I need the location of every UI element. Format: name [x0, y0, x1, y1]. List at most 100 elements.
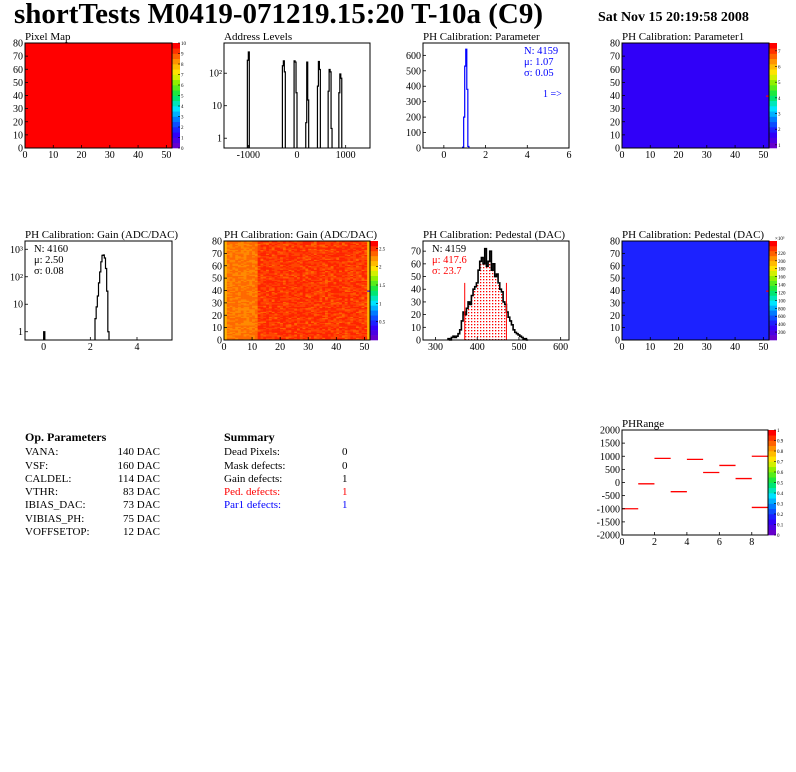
heatmap-cell — [316, 278, 320, 280]
heatmap-cell — [288, 314, 292, 316]
heatmap-cell — [271, 271, 275, 274]
heatmap-cell — [282, 327, 287, 330]
heatmap-cell — [350, 291, 354, 294]
heatmap-cell — [226, 296, 230, 299]
heatmap-cell — [291, 316, 295, 319]
heatmap-cell — [238, 265, 242, 268]
heatmap-cell — [240, 295, 244, 297]
heatmap-cell — [232, 314, 236, 316]
palette-cell — [768, 466, 776, 473]
heatmap-cell — [226, 295, 230, 297]
heatmap-cell — [263, 268, 267, 270]
heatmap-cell — [238, 297, 242, 300]
palette-cell — [768, 451, 776, 457]
x-tick-label: 0 — [222, 342, 227, 353]
heatmap-cell — [224, 268, 228, 270]
heatmap-cell — [325, 258, 329, 260]
heatmap-cell — [367, 285, 371, 288]
heatmap-cell — [319, 258, 323, 260]
timestamp: Sat Nov 15 20:19:58 2008 — [598, 10, 749, 25]
heatmap-cell — [358, 311, 362, 314]
heatmap-cell — [305, 314, 309, 316]
heatmap-cell — [327, 305, 331, 307]
heatmap-cell — [364, 302, 368, 305]
heatmap-cell — [353, 328, 357, 331]
heatmap-cell — [358, 327, 362, 330]
heatmap-cell — [327, 323, 331, 326]
heatmap-cell — [271, 318, 275, 321]
heatmap-cell — [249, 335, 253, 337]
heatmap-cell — [285, 286, 289, 289]
heatmap-cell — [252, 330, 256, 332]
heatmap-cell — [302, 299, 306, 301]
y-tick-label: 10 — [610, 323, 620, 334]
heatmap-cell — [257, 263, 261, 265]
heatmap-cell — [344, 245, 348, 248]
heatmap-cell — [274, 242, 278, 244]
heatmap-cell — [288, 325, 292, 327]
heatmap-cell — [333, 273, 337, 275]
heatmap-cell — [341, 262, 346, 264]
heatmap-cell — [229, 247, 233, 249]
heatmap-cell — [252, 327, 256, 330]
heatmap-cell — [367, 328, 371, 331]
heatmap-cell — [341, 254, 346, 257]
heatmap-cell — [263, 271, 267, 274]
heatmap-cell — [226, 301, 230, 304]
heatmap-cell — [249, 300, 253, 302]
heatmap-cell — [226, 332, 230, 335]
heatmap-cell — [280, 264, 284, 267]
heatmap-cell — [364, 297, 368, 300]
heatmap-cell — [277, 242, 281, 244]
heatmap-cell — [322, 335, 326, 337]
heatmap-cell — [319, 333, 323, 336]
heatmap-cell — [308, 327, 312, 330]
heatmap-cell — [302, 328, 306, 331]
stats-line: μ: 2.50 — [34, 255, 64, 266]
heatmap-cell — [358, 264, 362, 267]
heatmap-cell — [252, 314, 256, 316]
heatmap-cell — [271, 278, 275, 280]
plot-frame — [422, 240, 570, 341]
heatmap-cell — [266, 337, 270, 340]
heatmap-cell — [257, 306, 261, 309]
heatmap-cell — [313, 262, 317, 264]
heatmap-cell — [336, 276, 340, 279]
heatmap-cell — [285, 262, 289, 264]
heatmap-cell — [285, 255, 289, 258]
heatmap-cell — [274, 245, 278, 248]
heatmap-cell — [361, 270, 365, 273]
heatmap-cell — [311, 248, 315, 250]
heatmap-cell — [358, 253, 362, 255]
heatmap-cell — [311, 307, 315, 310]
heatmap-cell — [280, 315, 284, 317]
heatmap-cell — [297, 337, 301, 340]
heatmap-cell — [232, 318, 236, 321]
heatmap-cell — [297, 289, 301, 291]
heatmap-cell — [322, 322, 326, 325]
heatmap-cell — [355, 270, 360, 273]
heatmap-cell — [297, 304, 301, 306]
heatmap-cell — [333, 270, 337, 273]
heatmap-cell — [341, 318, 346, 321]
heatmap-cell — [325, 243, 329, 246]
heatmap-cell — [266, 321, 270, 323]
heatmap-cell — [277, 245, 281, 248]
heatmap-cell — [243, 269, 247, 271]
heatmap-cell — [285, 304, 289, 306]
heatmap-cell — [257, 312, 261, 315]
op-parameters-panel: Op. Parameters VANA: 140 DAC VSF: 160 DAC CA… — [25, 430, 185, 539]
heatmap-cell — [263, 310, 267, 312]
heatmap-cell — [330, 304, 334, 306]
heatmap-cell — [367, 269, 371, 271]
heatmap-cell — [294, 283, 298, 285]
heatmap-cell — [364, 264, 368, 267]
heatmap-cell — [294, 316, 298, 319]
heatmap-cell — [285, 310, 289, 312]
heatmap-cell — [361, 330, 365, 332]
heatmap-cell — [268, 250, 273, 253]
heatmap-cell — [361, 307, 365, 310]
heatmap-cell — [339, 241, 343, 243]
heatmap-cell — [325, 314, 329, 316]
heatmap-cell — [311, 270, 315, 273]
